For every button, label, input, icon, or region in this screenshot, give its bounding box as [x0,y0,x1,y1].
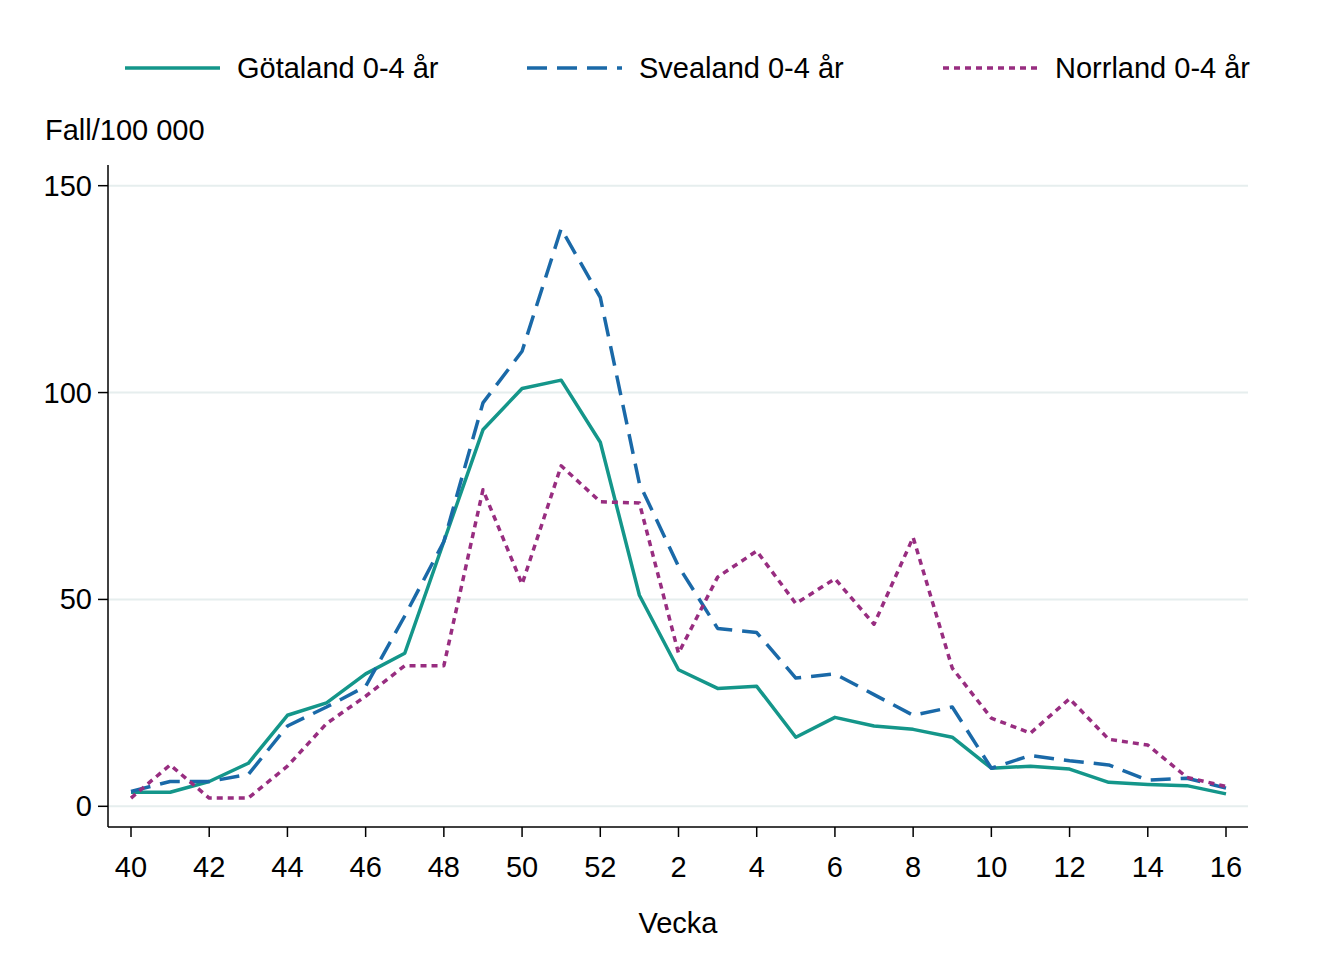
legend-label: Götaland 0-4 år [237,52,439,84]
x-tick-label: 46 [350,851,382,883]
x-tick-label: 6 [827,851,843,883]
y-tick [98,599,108,601]
x-tick [991,827,993,837]
legend-label: Norrland 0-4 år [1055,52,1250,84]
y-tick [98,392,108,394]
y-tick-label: 100 [44,377,92,409]
x-tick [130,827,132,837]
x-axis-label: Vecka [639,907,719,939]
grid-line [108,392,1248,394]
y-tick [98,806,108,808]
x-tick-label: 50 [506,851,538,883]
x-tick-label: 52 [584,851,616,883]
legend-swatch [527,66,622,70]
x-tick [1225,827,1227,837]
x-tick [1147,827,1149,837]
y-axis-label: Fall/100 000 [45,114,205,146]
y-tick [98,185,108,187]
x-tick [756,827,758,837]
x-tick [678,827,680,837]
x-tick-label: 16 [1210,851,1242,883]
legend-swatch [943,66,1038,70]
grid-line [108,598,1248,600]
y-tick-label: 150 [44,170,92,202]
x-tick [600,827,602,837]
y-tick-label: 0 [76,790,92,822]
legend-label: Svealand 0-4 år [639,52,844,84]
y-axis [107,165,109,827]
x-tick [365,827,367,837]
x-tick-label: 48 [428,851,460,883]
series-line [131,466,1226,798]
x-tick-label: 8 [905,851,921,883]
x-tick [834,827,836,837]
x-tick-label: 42 [193,851,225,883]
legend-swatch [125,66,220,70]
x-tick-label: 2 [670,851,686,883]
x-tick [443,827,445,837]
grid-line [108,185,1248,187]
x-tick-label: 4 [749,851,765,883]
x-tick-label: 44 [271,851,303,883]
x-tick-label: 14 [1132,851,1164,883]
chart: 05010015040424446485052246810121416Fall/… [0,0,1331,968]
x-tick-label: 40 [115,851,147,883]
x-tick-label: 12 [1053,851,1085,883]
grid-line [108,805,1248,807]
x-tick [521,827,523,837]
x-tick [1069,827,1071,837]
y-tick-label: 50 [60,583,92,615]
x-tick [208,827,210,837]
x-tick-label: 10 [975,851,1007,883]
series-line [131,229,1226,792]
x-tick [287,827,289,837]
x-tick [912,827,914,837]
series-line [131,380,1226,794]
lines [131,229,1226,798]
